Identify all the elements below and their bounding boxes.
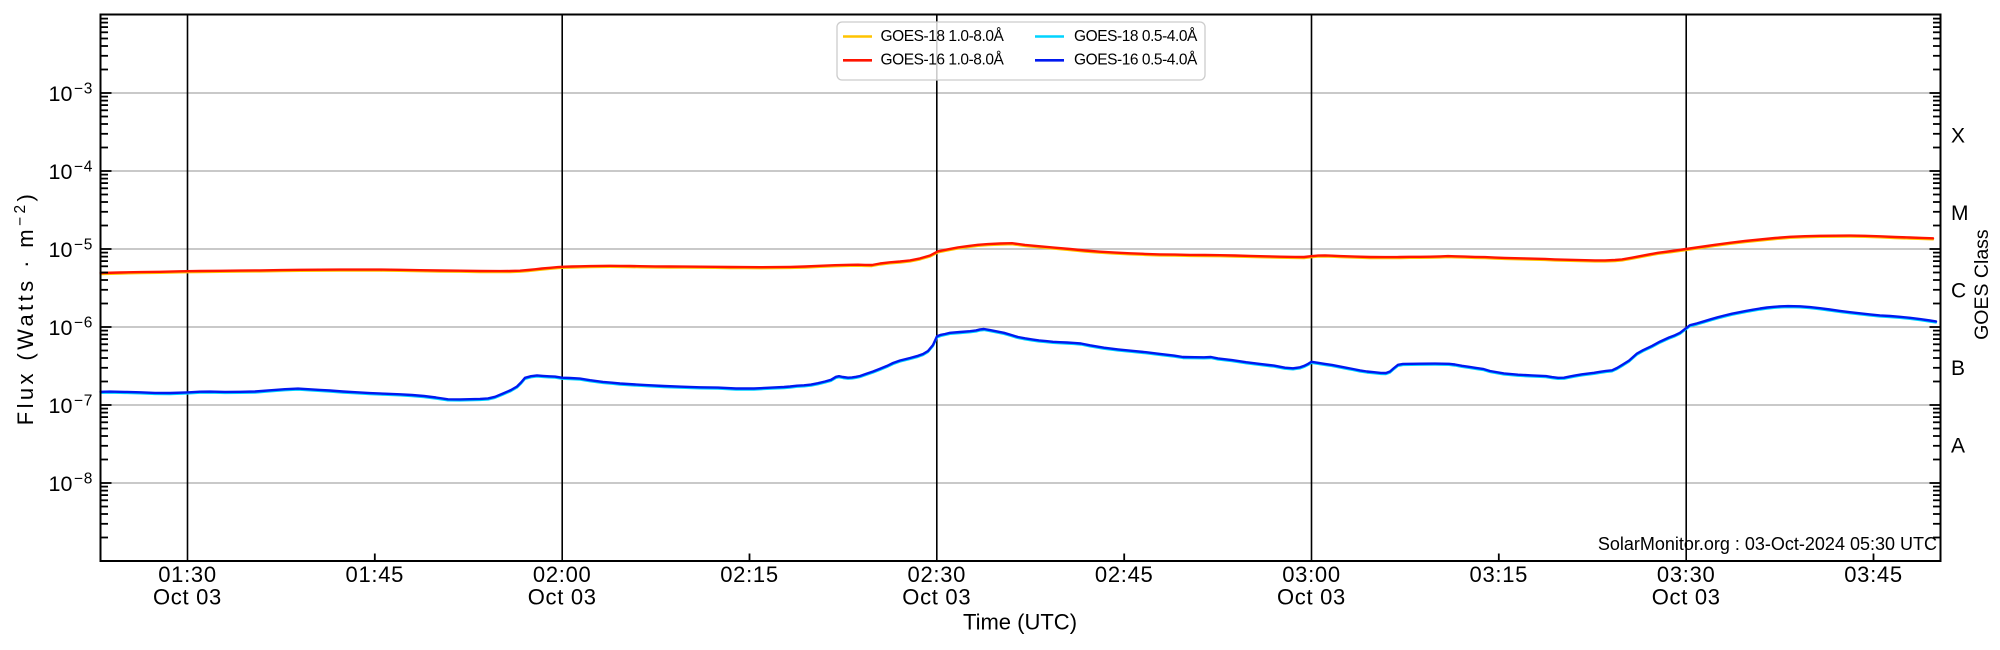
svg-text:SolarMonitor.org : 03-Oct-2024: SolarMonitor.org : 03-Oct-2024 05:30 UTC [1598,534,1937,554]
svg-text:01:30: 01:30 [158,562,217,587]
svg-text:GOES-18 1.0-8.0Å: GOES-18 1.0-8.0Å [881,28,1005,45]
svg-text:Oct 03: Oct 03 [528,585,597,610]
svg-text:03:00: 03:00 [1282,562,1341,587]
svg-text:03:45: 03:45 [1844,562,1903,587]
svg-text:03:30: 03:30 [1657,562,1716,587]
svg-text:Oct 03: Oct 03 [902,585,971,610]
svg-text:C: C [1951,280,1966,303]
svg-text:Time (UTC): Time (UTC) [963,610,1077,635]
svg-text:GOES-16 0.5-4.0Å: GOES-16 0.5-4.0Å [1074,51,1198,68]
svg-text:GOES-18 0.5-4.0Å: GOES-18 0.5-4.0Å [1074,28,1198,45]
svg-text:10−7: 10−7 [49,393,94,419]
svg-text:B: B [1951,357,1965,380]
svg-text:02:00: 02:00 [533,562,592,587]
svg-text:01:45: 01:45 [346,562,405,587]
svg-text:02:30: 02:30 [908,562,967,587]
svg-text:X: X [1951,124,1965,147]
svg-text:Oct 03: Oct 03 [1652,585,1721,610]
svg-text:02:15: 02:15 [720,562,779,587]
svg-text:Flux (Watts · m−2): Flux (Watts · m−2) [12,191,38,426]
svg-text:02:45: 02:45 [1095,562,1154,587]
svg-text:GOES-16 1.0-8.0Å: GOES-16 1.0-8.0Å [881,51,1005,68]
svg-text:M: M [1951,202,1969,225]
svg-text:A: A [1951,435,1965,458]
svg-text:Oct 03: Oct 03 [1277,585,1346,610]
svg-text:Oct 03: Oct 03 [153,585,222,610]
svg-text:GOES Class: GOES Class [1971,229,1993,340]
svg-text:03:15: 03:15 [1470,562,1529,587]
